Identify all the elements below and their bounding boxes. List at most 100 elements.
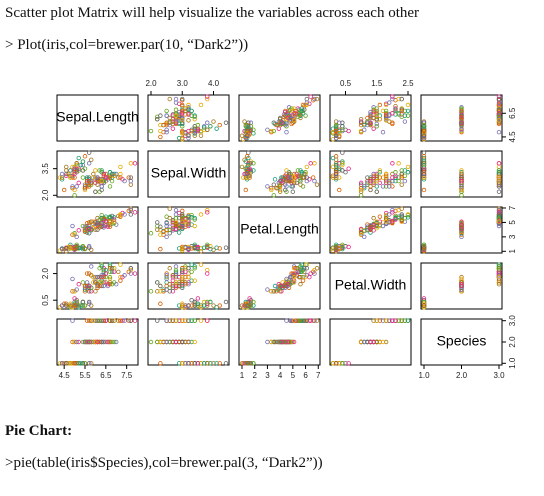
point: [280, 120, 285, 125]
point: [387, 178, 392, 184]
point: [95, 339, 100, 345]
point: [340, 124, 345, 129]
point: [304, 164, 310, 170]
point: [374, 108, 379, 114]
point: [68, 175, 73, 180]
point: [111, 219, 117, 224]
point: [201, 125, 207, 130]
point: [86, 318, 92, 323]
point: [289, 115, 294, 121]
point: [72, 246, 77, 251]
point: [295, 168, 301, 173]
point: [195, 128, 201, 134]
point: [459, 168, 464, 173]
point: [358, 185, 364, 191]
point: [291, 175, 297, 180]
point: [340, 161, 345, 166]
point: [66, 361, 71, 366]
point: [365, 175, 370, 180]
tick-label: 1: [508, 249, 517, 254]
point: [64, 171, 69, 177]
point: [380, 223, 386, 229]
point: [186, 339, 191, 345]
point: [390, 184, 395, 189]
point: [496, 189, 502, 194]
point: [459, 108, 464, 114]
point: [180, 285, 185, 290]
point: [333, 128, 339, 134]
point: [103, 218, 109, 224]
point: [78, 162, 84, 168]
point: [302, 266, 307, 271]
point: [189, 278, 194, 283]
panel-frame: [56, 206, 139, 254]
point: [70, 276, 75, 282]
point: [109, 318, 115, 323]
point: [91, 175, 96, 180]
tick-label: 4.5: [508, 131, 517, 143]
point: [173, 207, 179, 213]
point: [103, 318, 109, 323]
point: [107, 170, 113, 175]
point: [64, 303, 69, 308]
point: [158, 301, 163, 306]
point: [93, 289, 98, 294]
point: [399, 175, 404, 180]
point: [72, 303, 77, 308]
point: [298, 182, 303, 187]
point: [291, 111, 297, 116]
point: [176, 303, 182, 308]
tick-label: 1.5: [371, 79, 383, 88]
point: [68, 246, 73, 251]
point: [496, 274, 502, 280]
point: [244, 135, 250, 141]
point: [390, 318, 395, 323]
point: [239, 164, 245, 170]
point: [186, 102, 191, 108]
point: [180, 266, 185, 271]
point: [173, 219, 179, 224]
point: [243, 135, 249, 141]
tick-label: 7: [316, 371, 321, 380]
point: [279, 339, 284, 345]
tick-label: 3.0: [493, 371, 505, 380]
point: [271, 128, 276, 134]
panel-frame: [329, 94, 412, 142]
point: [271, 289, 276, 294]
point: [358, 122, 364, 128]
point: [205, 94, 210, 99]
point: [277, 184, 283, 189]
point: [374, 121, 379, 127]
point: [265, 184, 270, 189]
point: [337, 361, 342, 366]
point: [302, 107, 307, 112]
tick-label: 5: [508, 220, 517, 225]
point: [251, 131, 256, 136]
point: [496, 118, 502, 123]
point: [72, 170, 77, 175]
point: [333, 246, 339, 251]
point: [374, 178, 379, 184]
point: [272, 283, 278, 289]
point: [105, 339, 111, 345]
point: [192, 303, 197, 308]
point: [82, 166, 88, 171]
point: [496, 129, 502, 135]
point: [107, 318, 113, 323]
point: [101, 267, 106, 273]
point: [74, 161, 79, 166]
point: [291, 106, 297, 111]
point: [89, 180, 94, 186]
diagonal-label: Petal.Length: [240, 221, 319, 237]
point: [164, 271, 169, 276]
point: [192, 361, 197, 366]
point: [217, 122, 222, 128]
point: [211, 361, 216, 366]
point: [128, 212, 134, 217]
point: [371, 318, 376, 323]
point: [293, 318, 298, 323]
point: [198, 305, 204, 310]
point: [251, 127, 256, 133]
point: [74, 162, 79, 168]
point: [298, 274, 303, 280]
